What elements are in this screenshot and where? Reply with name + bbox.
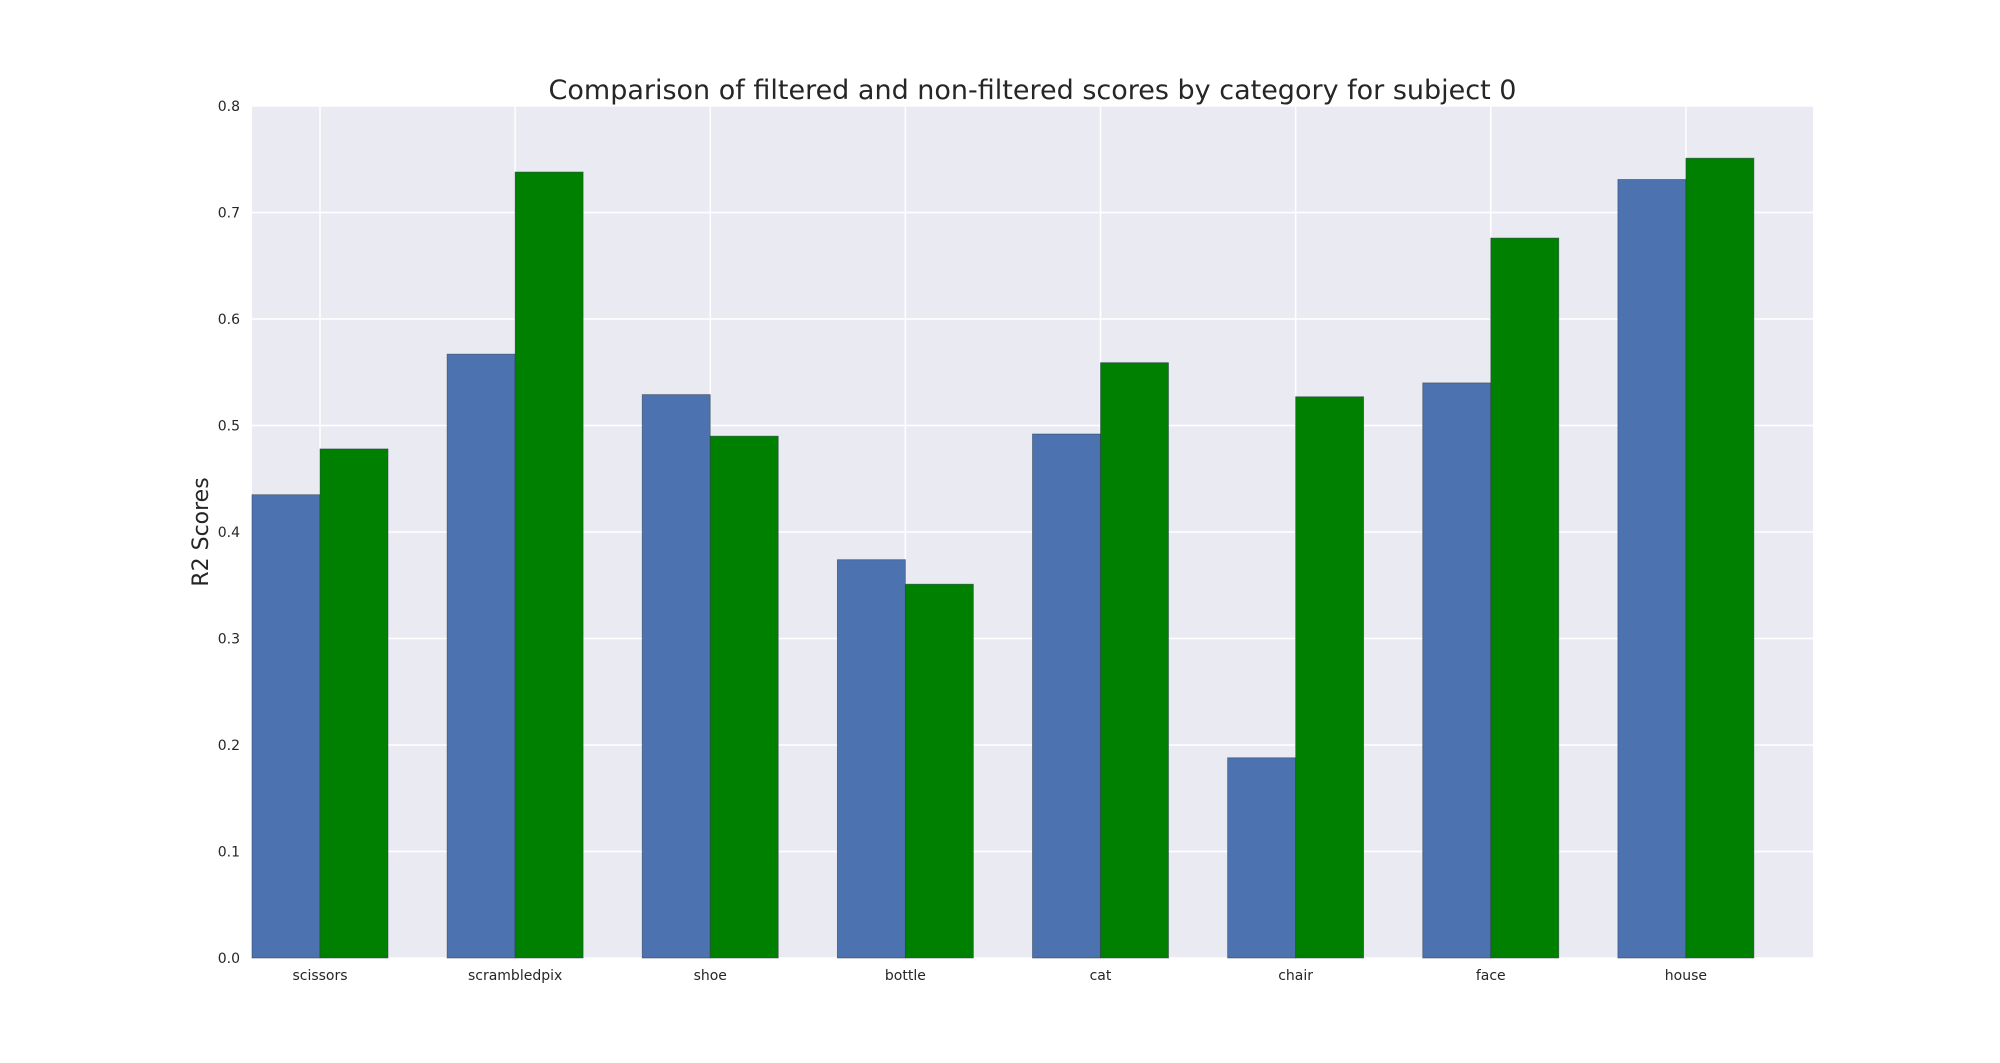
bar-cat-series-1 [1032,433,1101,959]
bar-scissors-series-2 [319,448,389,959]
x-tick-labels: scissors scrambledpix shoe bottle cat chair fa… [292,968,1707,984]
x-tick-label: face [1476,968,1506,984]
bar-house-series-1 [1617,179,1687,959]
bar-scrambledpix-series-2 [514,171,584,959]
x-tick-label: cat [1090,968,1112,984]
x-tick-label: bottle [885,968,926,984]
bar-shoe-series-1 [641,394,711,959]
bar-bottle-series-2 [904,583,974,959]
bar-bottle-series-1 [836,559,906,959]
x-tick-label: scissors [292,968,347,984]
bar-chair-series-1 [1227,757,1297,959]
y-tick-label: 0.4 [218,525,240,541]
x-tick-label: house [1665,968,1707,984]
y-tick-labels: 0.0 0.1 0.2 0.3 0.4 0.5 0.6 0.7 0.8 [218,99,240,967]
bar-face-series-2 [1490,237,1560,959]
x-tick-label: chair [1278,968,1313,984]
y-tick-label: 0.2 [218,738,240,754]
bar-scissors-series-1 [251,494,321,959]
chart-title: Comparison of filtered and non-filtered … [549,75,1517,106]
bars [251,157,1755,959]
x-tick-label: scrambledpix [468,968,562,984]
y-tick-label: 0.1 [218,845,240,861]
bar-house-series-2 [1685,157,1755,959]
x-tick-label: shoe [694,968,727,984]
y-tick-label: 0.0 [218,951,240,967]
y-axis-label: R2 Scores [189,477,214,586]
y-tick-label: 0.6 [218,312,240,328]
bar-face-series-1 [1422,382,1492,959]
y-tick-label: 0.3 [218,632,240,648]
y-tick-label: 0.8 [218,99,240,115]
bar-chair-series-2 [1295,396,1365,959]
bar-scrambledpix-series-1 [446,353,516,959]
bar-cat-series-2 [1100,362,1169,959]
bar-shoe-series-2 [709,435,779,959]
y-tick-label: 0.5 [218,419,240,435]
y-tick-label: 0.7 [218,206,240,222]
